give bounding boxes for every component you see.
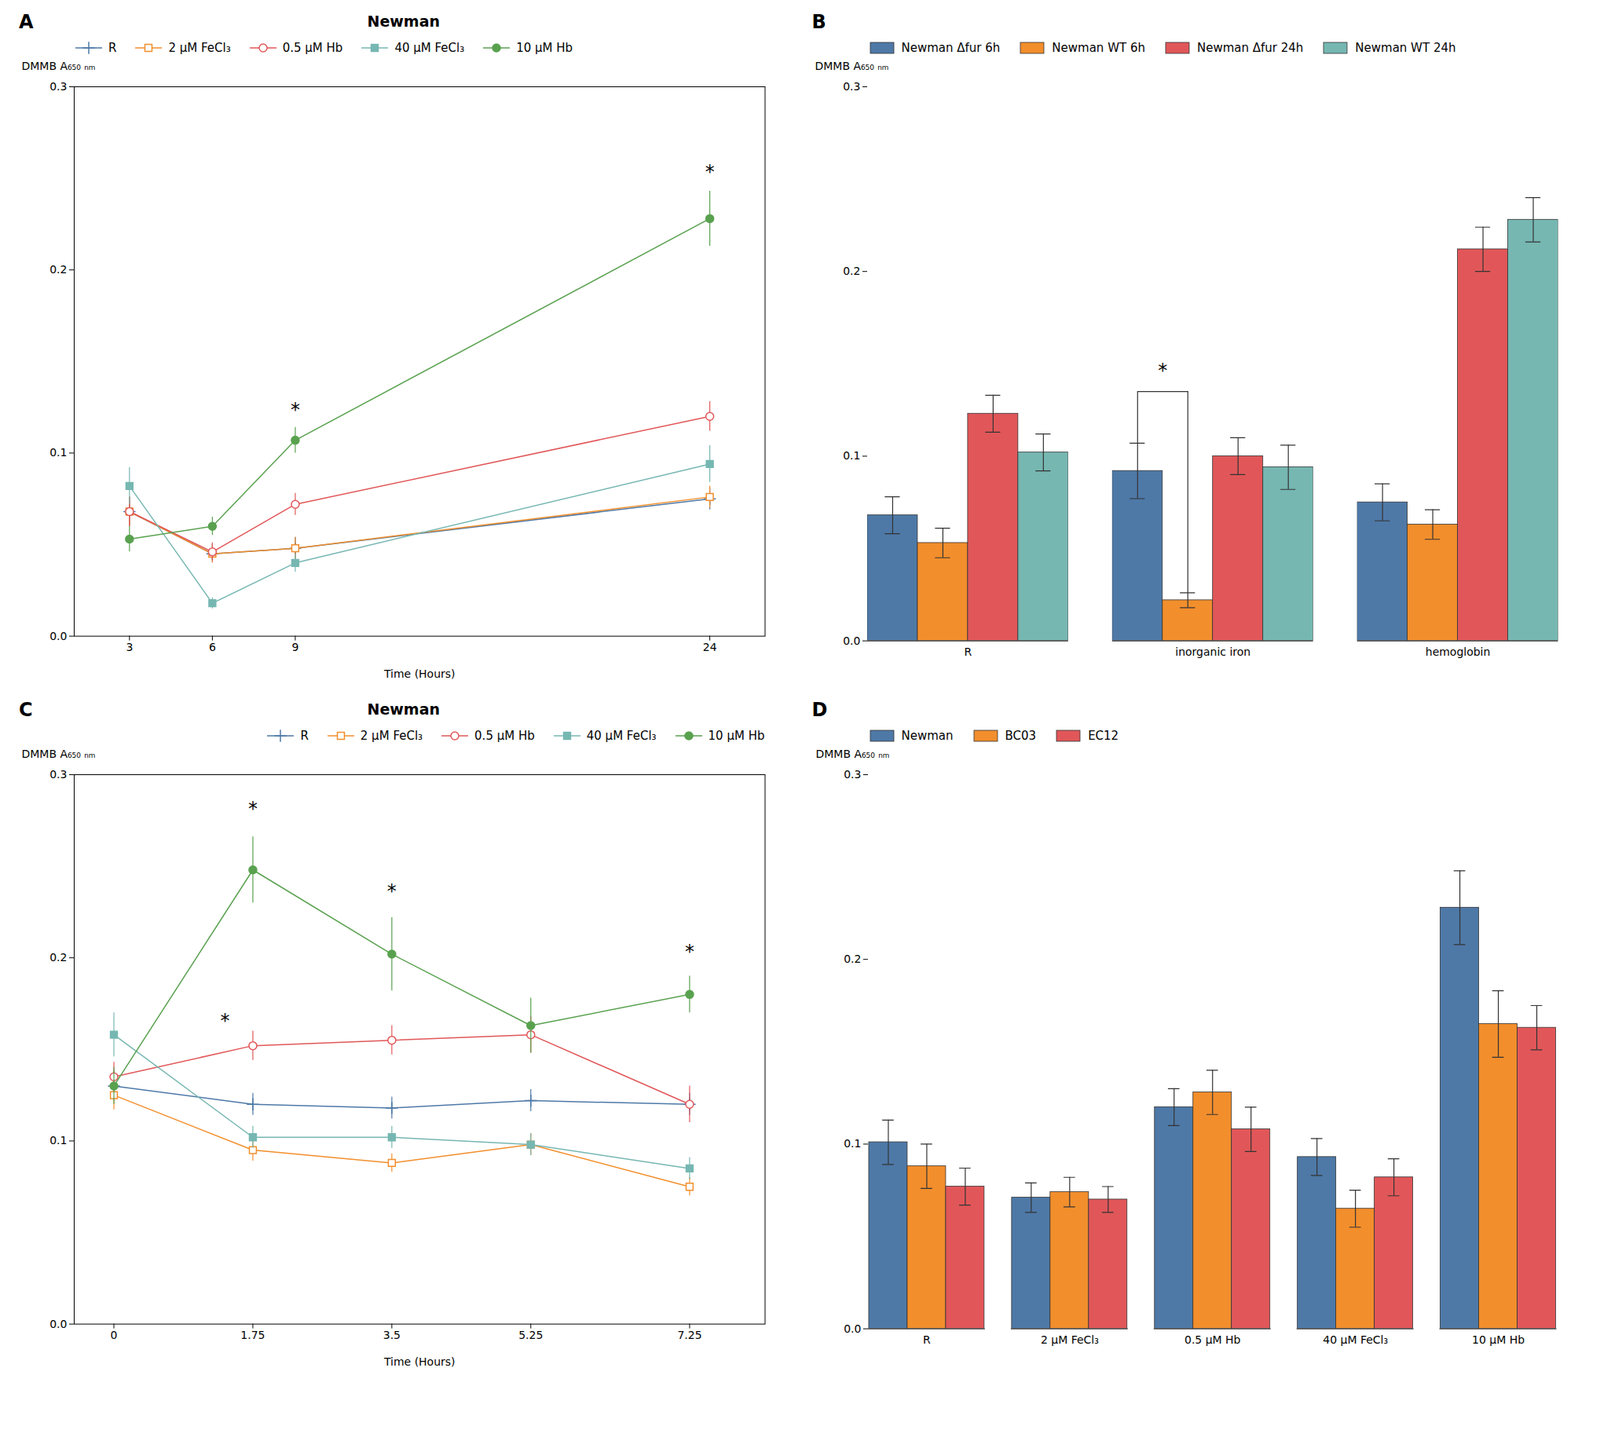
svg-text:0.2: 0.2 — [49, 263, 67, 276]
svg-text:DMMB A₆₅₀ ₙₘ: DMMB A₆₅₀ ₙₘ — [21, 747, 96, 761]
svg-text:R: R — [922, 1333, 931, 1347]
svg-text:R: R — [963, 645, 972, 659]
svg-text:*: * — [248, 797, 258, 820]
svg-text:6: 6 — [208, 640, 217, 654]
html-text:EC12: EC12 — [1087, 728, 1119, 743]
html-text:Newman Δfur 24h: Newman Δfur 24h — [1197, 40, 1304, 55]
svg-text:0.3: 0.3 — [843, 768, 861, 781]
svg-text:0.0: 0.0 — [843, 1321, 861, 1335]
svg-text:5.25: 5.25 — [518, 1329, 543, 1342]
svg-text:7.25: 7.25 — [677, 1329, 702, 1342]
html-text:BC03: BC03 — [1005, 728, 1037, 743]
svg-text:10 μM Hb: 10 μM Hb — [1471, 1333, 1525, 1347]
svg-text:0.1: 0.1 — [843, 1137, 861, 1150]
html-text:Newman WT 24h: Newman WT 24h — [1355, 40, 1456, 55]
svg-text:0.3: 0.3 — [842, 80, 861, 93]
html-text:D: D — [811, 698, 828, 721]
svg-text:DMMB A₆₅₀ ₙₘ: DMMB A₆₅₀ ₙₘ — [814, 59, 889, 73]
html-text:R: R — [108, 40, 117, 55]
html-text:10 μM Hb: 10 μM Hb — [708, 728, 765, 743]
svg-text:*: * — [220, 1010, 231, 1033]
svg-text:0.0: 0.0 — [49, 629, 67, 643]
html-text:Newman WT 6h: Newman WT 6h — [1051, 40, 1146, 55]
svg-text:*: * — [1157, 359, 1168, 382]
svg-text:24: 24 — [702, 640, 718, 654]
svg-text:*: * — [290, 399, 301, 422]
html-text:10 μM Hb: 10 μM Hb — [516, 40, 573, 55]
svg-text:0.0: 0.0 — [49, 1317, 67, 1330]
html-text:Newman Δfur 6h: Newman Δfur 6h — [901, 40, 1001, 55]
svg-text:0.1: 0.1 — [49, 446, 67, 459]
html-text:0.5 μM Hb: 0.5 μM Hb — [474, 728, 535, 743]
svg-text:inorganic iron: inorganic iron — [1175, 645, 1251, 659]
svg-text:DMMB A₆₅₀ ₙₘ: DMMB A₆₅₀ ₙₘ — [815, 747, 890, 761]
svg-text:hemoglobin: hemoglobin — [1424, 645, 1491, 659]
html-text:B: B — [811, 10, 827, 33]
svg-text:Time (Hours): Time (Hours) — [383, 667, 456, 680]
html-text:2 μM FeCl₃: 2 μM FeCl₃ — [360, 728, 423, 743]
svg-text:0.1: 0.1 — [49, 1134, 67, 1147]
svg-text:*: * — [387, 879, 397, 902]
svg-text:0.3: 0.3 — [49, 768, 67, 781]
svg-text:9: 9 — [291, 640, 299, 654]
svg-text:0: 0 — [110, 1329, 118, 1342]
svg-text:3: 3 — [125, 640, 133, 654]
html-text:Newman: Newman — [367, 12, 440, 30]
svg-text:0.1: 0.1 — [842, 449, 861, 462]
svg-text:2 μM FeCl₃: 2 μM FeCl₃ — [1039, 1333, 1099, 1347]
html-text:40 μM FeCl₃: 40 μM FeCl₃ — [394, 40, 465, 55]
html-text:Newman: Newman — [901, 728, 954, 743]
svg-text:*: * — [705, 161, 715, 184]
svg-text:0.2: 0.2 — [843, 952, 861, 966]
html-text:A: A — [18, 10, 34, 33]
svg-text:0.0: 0.0 — [842, 634, 861, 648]
svg-text:0.2: 0.2 — [49, 951, 67, 964]
html-text:Newman: Newman — [367, 700, 440, 718]
svg-text:0.2: 0.2 — [842, 264, 861, 278]
html-text:0.5 μM Hb: 0.5 μM Hb — [282, 40, 343, 55]
html-text:40 μM FeCl₃: 40 μM FeCl₃ — [586, 728, 657, 743]
svg-text:3.5: 3.5 — [383, 1329, 401, 1342]
svg-text:40 μM FeCl₃: 40 μM FeCl₃ — [1322, 1333, 1388, 1347]
html-text:2 μM FeCl₃: 2 μM FeCl₃ — [168, 40, 231, 55]
svg-text:1.75: 1.75 — [240, 1329, 265, 1342]
svg-text:DMMB A₆₅₀ ₙₘ: DMMB A₆₅₀ ₙₘ — [21, 59, 96, 73]
html-text:R: R — [300, 728, 309, 743]
svg-text:0.3: 0.3 — [49, 80, 67, 93]
html-text:C: C — [18, 698, 33, 721]
svg-text:*: * — [684, 940, 695, 963]
svg-text:Time (Hours): Time (Hours) — [383, 1355, 456, 1368]
svg-text:0.5 μM Hb: 0.5 μM Hb — [1183, 1333, 1241, 1347]
